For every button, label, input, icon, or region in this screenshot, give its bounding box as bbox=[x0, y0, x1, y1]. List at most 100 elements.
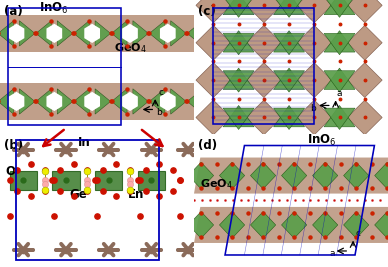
Bar bbox=[0, 15, 194, 52]
Polygon shape bbox=[149, 21, 165, 46]
Polygon shape bbox=[274, 68, 305, 89]
Polygon shape bbox=[274, 105, 305, 127]
Polygon shape bbox=[223, 108, 254, 129]
Polygon shape bbox=[209, 89, 224, 114]
Polygon shape bbox=[138, 171, 165, 190]
Polygon shape bbox=[297, 0, 332, 23]
Polygon shape bbox=[324, 33, 355, 55]
Polygon shape bbox=[274, 0, 305, 15]
Polygon shape bbox=[324, 0, 355, 15]
Text: b: b bbox=[156, 108, 162, 117]
Bar bbox=[213, 8, 314, 124]
Polygon shape bbox=[0, 21, 14, 46]
Polygon shape bbox=[274, 33, 305, 55]
Polygon shape bbox=[347, 100, 382, 135]
Text: GeO$_4$: GeO$_4$ bbox=[114, 41, 147, 54]
Polygon shape bbox=[133, 89, 148, 114]
Polygon shape bbox=[246, 0, 281, 23]
Polygon shape bbox=[223, 71, 254, 92]
Text: InO$_6$: InO$_6$ bbox=[39, 1, 68, 16]
Polygon shape bbox=[196, 25, 231, 60]
Polygon shape bbox=[223, 31, 254, 52]
Polygon shape bbox=[187, 21, 203, 46]
Polygon shape bbox=[47, 92, 62, 111]
Polygon shape bbox=[36, 21, 51, 46]
Polygon shape bbox=[9, 92, 24, 111]
Polygon shape bbox=[324, 71, 355, 92]
Polygon shape bbox=[246, 100, 281, 135]
Polygon shape bbox=[347, 0, 382, 23]
Polygon shape bbox=[246, 25, 281, 60]
Polygon shape bbox=[160, 92, 176, 111]
Polygon shape bbox=[95, 21, 111, 46]
Polygon shape bbox=[74, 89, 89, 114]
Polygon shape bbox=[160, 24, 176, 43]
Text: (d): (d) bbox=[198, 139, 217, 152]
Polygon shape bbox=[282, 162, 307, 189]
Polygon shape bbox=[95, 89, 111, 114]
Polygon shape bbox=[344, 162, 369, 189]
Text: (c): (c) bbox=[198, 5, 216, 18]
Text: GeO$_4$: GeO$_4$ bbox=[200, 177, 232, 191]
Bar bbox=[8, 8, 121, 125]
Polygon shape bbox=[251, 211, 276, 238]
Text: c: c bbox=[356, 229, 361, 238]
Polygon shape bbox=[324, 108, 355, 129]
Polygon shape bbox=[194, 207, 388, 243]
Polygon shape bbox=[274, 0, 305, 17]
Polygon shape bbox=[198, 24, 213, 43]
Polygon shape bbox=[122, 92, 138, 111]
Polygon shape bbox=[112, 89, 127, 114]
Polygon shape bbox=[133, 21, 148, 46]
Polygon shape bbox=[84, 24, 100, 43]
Polygon shape bbox=[274, 31, 305, 52]
Polygon shape bbox=[209, 21, 224, 46]
Polygon shape bbox=[375, 211, 388, 238]
Polygon shape bbox=[297, 25, 332, 60]
Text: c: c bbox=[158, 88, 163, 97]
Polygon shape bbox=[187, 89, 203, 114]
Text: a: a bbox=[330, 249, 335, 258]
Polygon shape bbox=[347, 63, 382, 97]
Polygon shape bbox=[84, 92, 100, 111]
Polygon shape bbox=[171, 89, 186, 114]
Polygon shape bbox=[274, 108, 305, 129]
Polygon shape bbox=[196, 0, 231, 23]
Polygon shape bbox=[274, 71, 305, 92]
Polygon shape bbox=[324, 0, 355, 17]
Polygon shape bbox=[313, 162, 338, 189]
Bar bbox=[16, 140, 159, 260]
Text: Ge: Ge bbox=[70, 188, 88, 201]
Polygon shape bbox=[57, 21, 73, 46]
Text: (b): (b) bbox=[4, 139, 23, 152]
Text: b: b bbox=[310, 104, 316, 113]
Text: a: a bbox=[337, 89, 342, 98]
Text: En: En bbox=[128, 188, 144, 201]
Polygon shape bbox=[189, 211, 214, 238]
Polygon shape bbox=[223, 105, 254, 127]
Polygon shape bbox=[112, 21, 127, 46]
Polygon shape bbox=[52, 171, 80, 190]
Polygon shape bbox=[220, 211, 245, 238]
Polygon shape bbox=[324, 105, 355, 127]
Polygon shape bbox=[0, 89, 14, 114]
Polygon shape bbox=[10, 171, 37, 190]
Polygon shape bbox=[74, 21, 89, 46]
Text: In: In bbox=[78, 136, 90, 148]
Polygon shape bbox=[19, 21, 35, 46]
Polygon shape bbox=[47, 24, 62, 43]
Polygon shape bbox=[198, 92, 213, 111]
Polygon shape bbox=[57, 89, 73, 114]
Polygon shape bbox=[297, 63, 332, 97]
Polygon shape bbox=[19, 89, 35, 114]
Polygon shape bbox=[36, 89, 51, 114]
Polygon shape bbox=[122, 24, 138, 43]
Text: (a): (a) bbox=[4, 5, 23, 18]
Polygon shape bbox=[171, 21, 186, 46]
Polygon shape bbox=[251, 162, 276, 189]
Polygon shape bbox=[95, 171, 122, 190]
Polygon shape bbox=[223, 33, 254, 55]
Text: O: O bbox=[6, 165, 16, 178]
Polygon shape bbox=[282, 211, 307, 238]
Polygon shape bbox=[196, 100, 231, 135]
